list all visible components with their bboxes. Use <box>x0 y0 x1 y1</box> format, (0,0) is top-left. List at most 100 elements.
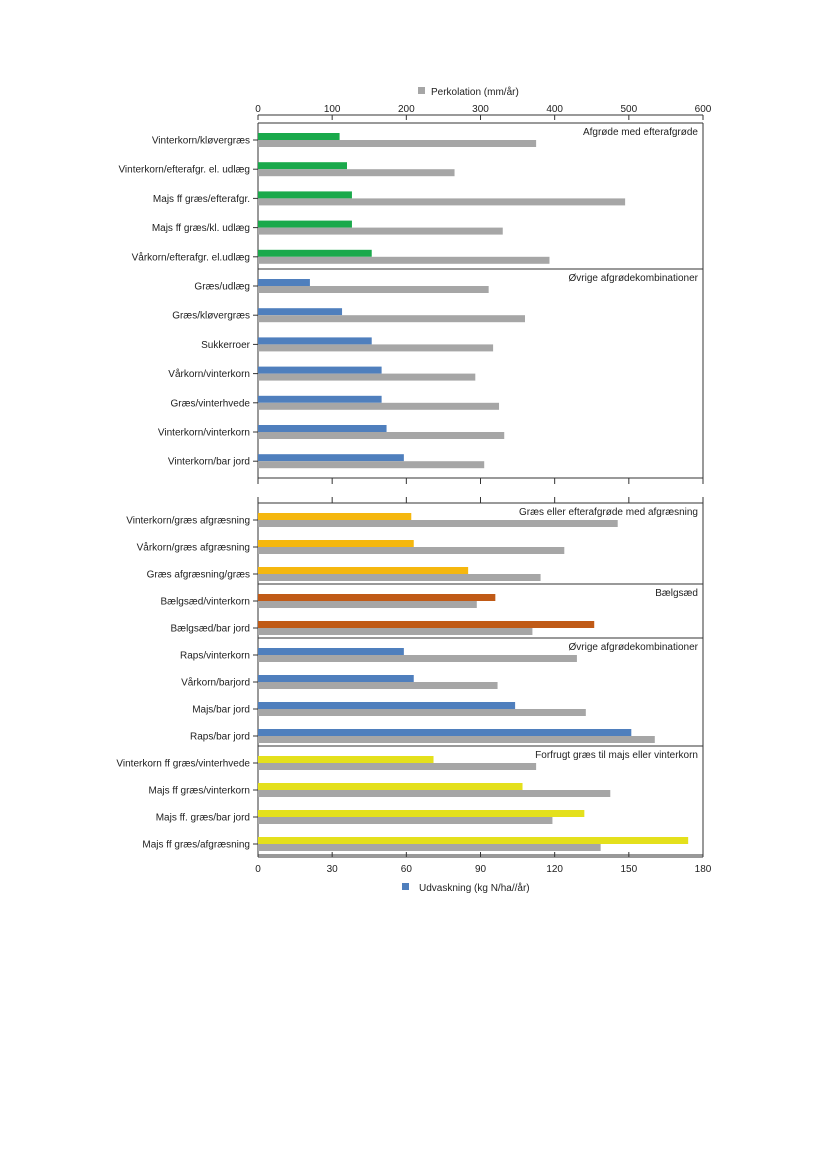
bar-perkolation <box>258 736 655 743</box>
category-label: Græs afgræsning/græs <box>147 570 250 581</box>
bar-perkolation <box>258 574 541 581</box>
group-title: Øvrige afgrødekombinationer <box>568 642 698 653</box>
bar-perkolation <box>258 227 503 235</box>
legend-swatch-perkolation <box>418 87 425 94</box>
bar-udvaskning <box>258 162 347 170</box>
bar-perkolation <box>258 844 601 851</box>
bar-perkolation <box>258 198 626 206</box>
bar-udvaskning <box>258 729 632 736</box>
group-title: Øvrige afgrødekombinationer <box>568 273 698 284</box>
bar-perkolation <box>258 402 500 410</box>
bar-perkolation <box>258 817 553 824</box>
bar-udvaskning <box>258 810 585 817</box>
bottom-axis-tick-label: 60 <box>401 864 413 875</box>
category-label: Græs/udlæg <box>194 282 250 293</box>
bar-udvaskning <box>258 675 414 682</box>
category-label: Raps/bar jord <box>190 732 250 743</box>
category-label: Sukkerroer <box>201 340 251 351</box>
category-label: Vinterkorn/efterafgr. el. udlæg <box>118 165 250 176</box>
bar-udvaskning <box>258 395 382 403</box>
bottom-axis-tick-label: 150 <box>620 864 637 875</box>
bar-perkolation <box>258 432 505 439</box>
bar-udvaskning <box>258 648 404 655</box>
category-label: Vinterkorn/bar jord <box>168 457 250 468</box>
bar-udvaskning <box>258 837 689 844</box>
bar-udvaskning <box>258 308 343 316</box>
category-label: Bælgsæd/vinterkorn <box>161 597 250 608</box>
bar-udvaskning <box>258 425 387 432</box>
bottom-axis-tick-label: 120 <box>546 864 563 875</box>
category-label: Vinterkorn/vinterkorn <box>158 428 250 439</box>
top-axis-tick-label: 100 <box>324 104 341 115</box>
plot-area: 0 100 200 300 400 500 600 0 30 60 90 120 150 180 Afgrø… <box>116 104 711 875</box>
bar-perkolation <box>258 682 498 689</box>
bar-perkolation <box>258 520 618 527</box>
bar-perkolation <box>258 344 494 352</box>
category-label: Vårkorn/efterafgr. el.udlæg <box>132 251 250 263</box>
bar-perkolation <box>258 315 525 323</box>
bar-perkolation <box>258 140 537 147</box>
category-label: Majs ff græs/afgræsning <box>142 840 250 851</box>
top-axis-tick-label: 500 <box>620 104 637 115</box>
category-label: Vinterkorn ff græs/vinterhvede <box>116 759 250 770</box>
bar-perkolation <box>258 709 586 716</box>
bar-perkolation <box>258 763 537 770</box>
bar-perkolation <box>258 169 455 177</box>
bar-udvaskning <box>258 337 372 345</box>
bar-udvaskning <box>258 540 414 547</box>
bar-perkolation <box>258 790 611 797</box>
group-title: Forfrugt græs til majs eller vinterkorn <box>535 750 698 761</box>
bottom-axis-tick-label: 180 <box>695 864 712 875</box>
bar-perkolation <box>258 286 489 293</box>
bar-udvaskning <box>258 783 523 790</box>
top-axis-tick-label: 0 <box>255 104 261 115</box>
bar-perkolation <box>258 461 485 469</box>
bar-perkolation <box>258 655 577 662</box>
bar-udvaskning <box>258 567 469 574</box>
legend-swatch-udvaskning <box>402 883 409 890</box>
bar-perkolation <box>258 256 550 264</box>
top-axis-tick-label: 400 <box>546 104 563 115</box>
category-label: Vinterkorn/kløvergræs <box>152 136 250 147</box>
bottom-axis-tick-label: 90 <box>475 864 487 875</box>
legend-label-perkolation: Perkolation (mm/år) <box>431 86 519 98</box>
category-label: Majs ff græs/efterafgr. <box>153 194 250 205</box>
category-label: Majs/bar jord <box>192 705 250 716</box>
category-label: Vårkorn/barjord <box>181 677 250 689</box>
category-label: Vårkorn/græs afgræsning <box>137 542 250 554</box>
group-title: Græs eller efterafgrøde med afgræsning <box>519 507 698 518</box>
top-axis-tick-label: 200 <box>398 104 415 115</box>
category-label: Majs ff græs/kl. udlæg <box>152 223 250 234</box>
category-label: Raps/vinterkorn <box>180 651 250 662</box>
bar-udvaskning <box>258 594 496 601</box>
bar-udvaskning <box>258 249 372 257</box>
bar-perkolation <box>258 373 476 381</box>
bar-udvaskning <box>258 454 404 462</box>
category-label: Vårkorn/vinterkorn <box>168 368 250 380</box>
bottom-axis-tick-label: 0 <box>255 864 261 875</box>
bottom-axis-tick-label: 30 <box>327 864 339 875</box>
legend-label-udvaskning: Udvaskning (kg N/ha//år) <box>419 882 530 894</box>
bar-udvaskning <box>258 513 412 520</box>
bar-udvaskning <box>258 191 352 199</box>
bar-udvaskning <box>258 220 352 228</box>
bar-udvaskning <box>258 621 595 628</box>
category-label: Bælgsæd/bar jord <box>171 624 250 635</box>
category-label: Majs ff. græs/bar jord <box>156 813 250 824</box>
category-label: Vinterkorn/græs afgræsning <box>126 516 250 527</box>
group-title: Bælgsæd <box>655 588 698 599</box>
top-axis-tick-label: 600 <box>695 104 712 115</box>
bar-perkolation <box>258 628 533 635</box>
bar-udvaskning <box>258 133 340 140</box>
bar-udvaskning <box>258 702 516 709</box>
top-axis-tick-label: 300 <box>472 104 489 115</box>
bar-udvaskning <box>258 366 382 374</box>
group-title: Afgrøde med efterafgrøde <box>583 127 698 138</box>
category-label: Græs/vinterhvede <box>171 398 251 409</box>
category-label: Græs/kløvergræs <box>172 311 250 322</box>
bar-udvaskning <box>258 756 434 763</box>
bar-perkolation <box>258 601 477 608</box>
bar-udvaskning <box>258 279 310 286</box>
bar-perkolation <box>258 547 565 554</box>
